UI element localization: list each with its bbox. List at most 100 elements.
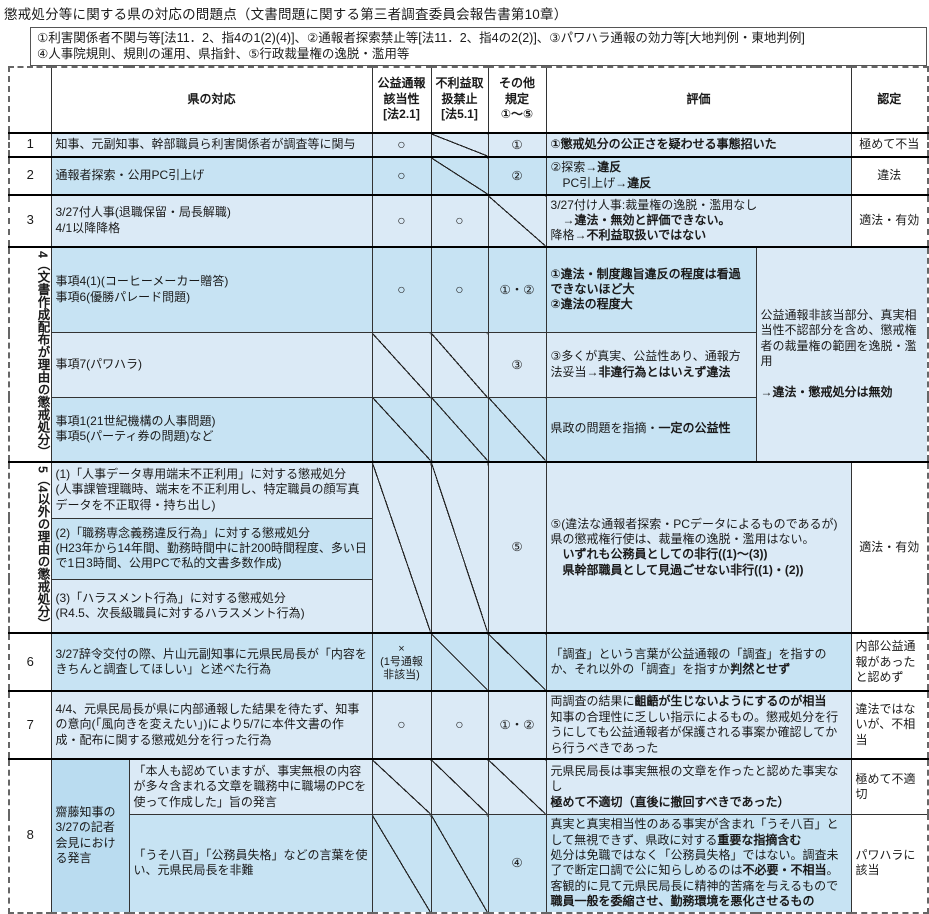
row-5-na-diagonal-a bbox=[371, 460, 432, 634]
row-5-vertical-label: 5（4以外の理由の懲戒処分） bbox=[8, 460, 52, 634]
row-2-response: 通報者探索・公用PC引上げ bbox=[50, 155, 373, 195]
row-4-sub-1-response: 事項4(1)(コーヒーメーカー贈答) 事項6(優勝パレード問題) bbox=[50, 245, 373, 334]
row-4-sub-2: 事項7(パワハラ) ③ ③多くが真実、公益性あり、通報方法妥当→非違行為とはいえ… bbox=[9, 332, 928, 398]
row-7-evaluation: 両調査の結果に齟齬が生じないようにするのが相当 知事の合理性に乏しい指示によるも… bbox=[545, 690, 852, 760]
row-6-na-diagonal-b bbox=[487, 632, 547, 692]
row-8-sub-1-determination: 極めて不適切 bbox=[850, 757, 929, 816]
row-2-determination: 違法 bbox=[850, 155, 929, 195]
row-4-sub-1-evaluation: ①違法・制度趣旨違反の程度は看過できないほど大 ②違法の程度大 bbox=[545, 245, 757, 334]
row-1-na-diagonal bbox=[430, 132, 489, 157]
header-other-provisions: その他 規定 ①～⑤ bbox=[487, 66, 547, 134]
row-4-sub-3-na-diagonal-a bbox=[371, 396, 432, 463]
row-6-number: 6 bbox=[8, 632, 52, 692]
row-4-sub-1-circle-mark-b: ○ bbox=[430, 245, 489, 334]
row-3-response: 3/27付人事(退職保留・局長解職) 4/1以降降格 bbox=[50, 193, 373, 248]
row-3-evaluation: 3/27付け人事:裁量権の逸脱・濫用なし →違法・無効と評価できない。 降格→不… bbox=[545, 193, 852, 248]
row-4-sub-3-response: 事項1(21世紀機構の人事問題) 事項5(パーティ券の問題)など bbox=[50, 396, 373, 463]
row-7-circle-mark-b: ○ bbox=[430, 690, 489, 760]
row-5-evaluation: ⑤(違法な通報者探索・PCデータによるものであるが) 県の懲戒権行使は、裁量権の… bbox=[545, 460, 852, 634]
row-4-sub-1-circle-mark-a: ○ bbox=[371, 245, 432, 334]
row-4-sub-1-other-mark: ①・② bbox=[487, 245, 547, 334]
row-1-determination: 極めて不当 bbox=[850, 132, 929, 157]
row-6-cross-mark: × (1号通報 非該当) bbox=[371, 632, 432, 692]
row-4-sub-2-na-diagonal-b bbox=[430, 332, 489, 398]
legend-line-1: ①利害関係者不関与等[法11．2、指4の1(2)(4)]、②通報者探索禁止等[法… bbox=[37, 31, 805, 45]
row-7-circle-mark-a: ○ bbox=[371, 690, 432, 760]
row-6-na-diagonal-a bbox=[430, 632, 489, 692]
row-8-sub-2-na-diagonal-b bbox=[430, 814, 489, 914]
row-5-determination: 適法・有効 bbox=[850, 460, 929, 634]
row-3-na-diagonal bbox=[487, 193, 547, 248]
row-5-other-mark: ⑤ bbox=[487, 460, 547, 634]
header-whistleblower-applicability: 公益通報 該当性 [法2.1] bbox=[371, 66, 432, 134]
legend-box: ①利害関係者不関与等[法11．2、指4の1(2)(4)]、②通報者探索禁止等[法… bbox=[30, 27, 927, 66]
header-evaluation: 評価 bbox=[545, 66, 852, 134]
row-5-na-diagonal-b bbox=[430, 460, 489, 634]
row-8-sub-2-na-diagonal-a bbox=[371, 814, 432, 914]
row-4-sub-2-na-diagonal-a bbox=[371, 332, 432, 398]
row-5-sub-3-response: (3)「ハラスメント行為」に対する懲戒処分 (R4.5、次長級職員に対するハラス… bbox=[50, 578, 373, 634]
row-8-sub-1-evaluation: 元県民局長は事実無根の文章を作ったと認めた事実なし 極めて不適切（直後に撤回すべ… bbox=[545, 757, 852, 816]
row-6-evaluation: 「調査」という言葉が公益通報の「調査」を指すのか、それ以外の「調査」を指すか判然… bbox=[545, 632, 852, 692]
row-2: 2 通報者探索・公用PC引上げ ○ ② ②探索→違反 PC引上げ→違反 違法 bbox=[8, 155, 929, 195]
row-8-sub-2-other-mark: ④ bbox=[487, 814, 547, 914]
row-4-vertical-label: 4（文書作成配布が理由の懲戒処分） bbox=[8, 245, 52, 463]
row-7-response: 4/4、元県民局長が県に内部通報した結果を待たず、知事の意向(「風向きを変えたい… bbox=[50, 690, 373, 760]
row-8-sub-1-na-diagonal-a bbox=[371, 757, 432, 816]
row-6-determination: 内部公益通報があったと認めず bbox=[850, 632, 929, 692]
row-8-sub-2-response: 「うそ八百」「公務員失格」などの言葉を使い、元県民局長を非難 bbox=[128, 814, 373, 914]
row-7-number: 7 bbox=[8, 690, 52, 760]
row-4-sub-3-evaluation: 県政の問題を指摘・一定の公益性 bbox=[545, 396, 757, 463]
row-4-sub-2-evaluation: ③多くが真実、公益性あり、通報方法妥当→非違行為とはいえず違法 bbox=[545, 332, 757, 398]
row-5-sub-2-response: (2)「職務専念義務違反行為」に対する懲戒処分 (H23年から14年間、勤務時間… bbox=[50, 517, 373, 580]
row-4-sub-1: 4（文書作成配布が理由の懲戒処分） 事項4(1)(コーヒーメーカー贈答) 事項6… bbox=[8, 245, 929, 463]
row-2-evaluation: ②探索→違反 PC引上げ→違反 bbox=[545, 155, 852, 195]
row-1-circle-mark: ○ bbox=[371, 132, 432, 157]
row-4-merged-evaluation: 公益通報非該当部分、真実相当性不認部分を含め、懲戒権者の裁量権の範囲を逸脱・濫用… bbox=[755, 245, 929, 463]
header-disadvantage-ban: 不利益取 扱禁止 [法5.1] bbox=[430, 66, 489, 134]
row-8-sub-1-response: 「本人も認めていますが、事実無根の内容が多々含まれる文章を職務中に職場のPCを使… bbox=[128, 757, 373, 816]
row-4-sub-3: 事項1(21世紀機構の人事問題) 事項5(パーティ券の問題)など 県政の問題を指… bbox=[9, 396, 928, 463]
legend-line-2: ④人事院規則、規則の運用、県指針、⑤行政裁量権の逸脱・濫用等 bbox=[37, 47, 410, 62]
row-1-response: 知事、元副知事、幹部職員ら利害関係者が調査等に関与 bbox=[50, 132, 373, 157]
row-8-sub-1-na-diagonal-c bbox=[487, 757, 547, 816]
row-3-determination: 適法・有効 bbox=[850, 193, 929, 248]
row-5-sub-1: 5（4以外の理由の懲戒処分） (1)「人事データ専用端末不正利用」に対する懲戒処… bbox=[8, 460, 929, 634]
row-3-circle-mark-a: ○ bbox=[371, 193, 432, 248]
row-3-circle-mark-b: ○ bbox=[430, 193, 489, 248]
row-8-sub-1-na-diagonal-b bbox=[430, 757, 489, 816]
row-4-sub-3-na-diagonal-c bbox=[487, 396, 547, 463]
row-3: 3 3/27付人事(退職保留・局長解職) 4/1以降降格 ○ ○ 3/27付け人… bbox=[8, 193, 929, 248]
header-row: 県の対応 公益通報 該当性 [法2.1] 不利益取 扱禁止 [法5.1] その他… bbox=[8, 66, 929, 134]
row-5-sub-3: (3)「ハラスメント行為」に対する懲戒処分 (R4.5、次長級職員に対するハラス… bbox=[9, 578, 928, 634]
row-3-number: 3 bbox=[8, 193, 52, 248]
row-2-other-mark: ② bbox=[487, 155, 547, 195]
header-number bbox=[8, 66, 52, 134]
row-5-sub-1-response: (1)「人事データ専用端末不正利用」に対する懲戒処分 (人事課管理職時、端末を不… bbox=[50, 460, 373, 519]
row-2-na-diagonal bbox=[430, 155, 489, 195]
page-title: 懲戒処分等に関する県の対応の問題点（文書問題に関する第三者調査委員会報告書第10… bbox=[4, 7, 568, 22]
row-4-sub-2-response: 事項7(パワハラ) bbox=[50, 332, 373, 398]
header-response: 県の対応 bbox=[50, 66, 373, 134]
row-6: 6 3/27辞令交付の際、片山元副知事に元県民局長が「内容をきちんと調査してほし… bbox=[8, 632, 929, 692]
row-8-sub-2-determination: パワハラに該当 bbox=[850, 814, 929, 914]
row-7-determination: 違法ではないが、不相当 bbox=[850, 690, 929, 760]
row-1-number: 1 bbox=[8, 132, 52, 157]
row-7: 7 4/4、元県民局長が県に内部通報した結果を待たず、知事の意向(「風向きを変え… bbox=[8, 690, 929, 760]
row-2-number: 2 bbox=[8, 155, 52, 195]
row-4-sub-2-other-mark: ③ bbox=[487, 332, 547, 398]
header-determination: 認定 bbox=[850, 66, 929, 134]
row-8-group-label: 齋藤知事の3/27の記者会見における発言 bbox=[50, 757, 130, 914]
row-8-sub-1: 8 齋藤知事の3/27の記者会見における発言 「本人も認めていますが、事実無根の… bbox=[8, 757, 929, 914]
row-8-number: 8 bbox=[8, 757, 52, 914]
row-1: 1 知事、元副知事、幹部職員ら利害関係者が調査等に関与 ○ ① ①懲戒処分の公正… bbox=[8, 132, 929, 157]
row-1-evaluation: ①懲戒処分の公正さを疑わせる事態招いた bbox=[545, 132, 852, 157]
row-6-response: 3/27辞令交付の際、片山元副知事に元県民局長が「内容をきちんと調査してほしい」… bbox=[50, 632, 373, 692]
row-1-other-mark: ① bbox=[487, 132, 547, 157]
row-2-circle-mark: ○ bbox=[371, 155, 432, 195]
row-5-sub-2: (2)「職務専念義務違反行為」に対する懲戒処分 (H23年から14年間、勤務時間… bbox=[9, 517, 928, 580]
row-8-sub-2: 「うそ八百」「公務員失格」などの言葉を使い、元県民局長を非難 ④ 真実と真実相当… bbox=[9, 814, 929, 914]
row-4-sub-3-na-diagonal-b bbox=[430, 396, 489, 463]
row-8-sub-2-evaluation: 真実と真実相当性のある事実が含まれ「うそ八百」として無視できず、県政に対する重要… bbox=[545, 814, 852, 914]
